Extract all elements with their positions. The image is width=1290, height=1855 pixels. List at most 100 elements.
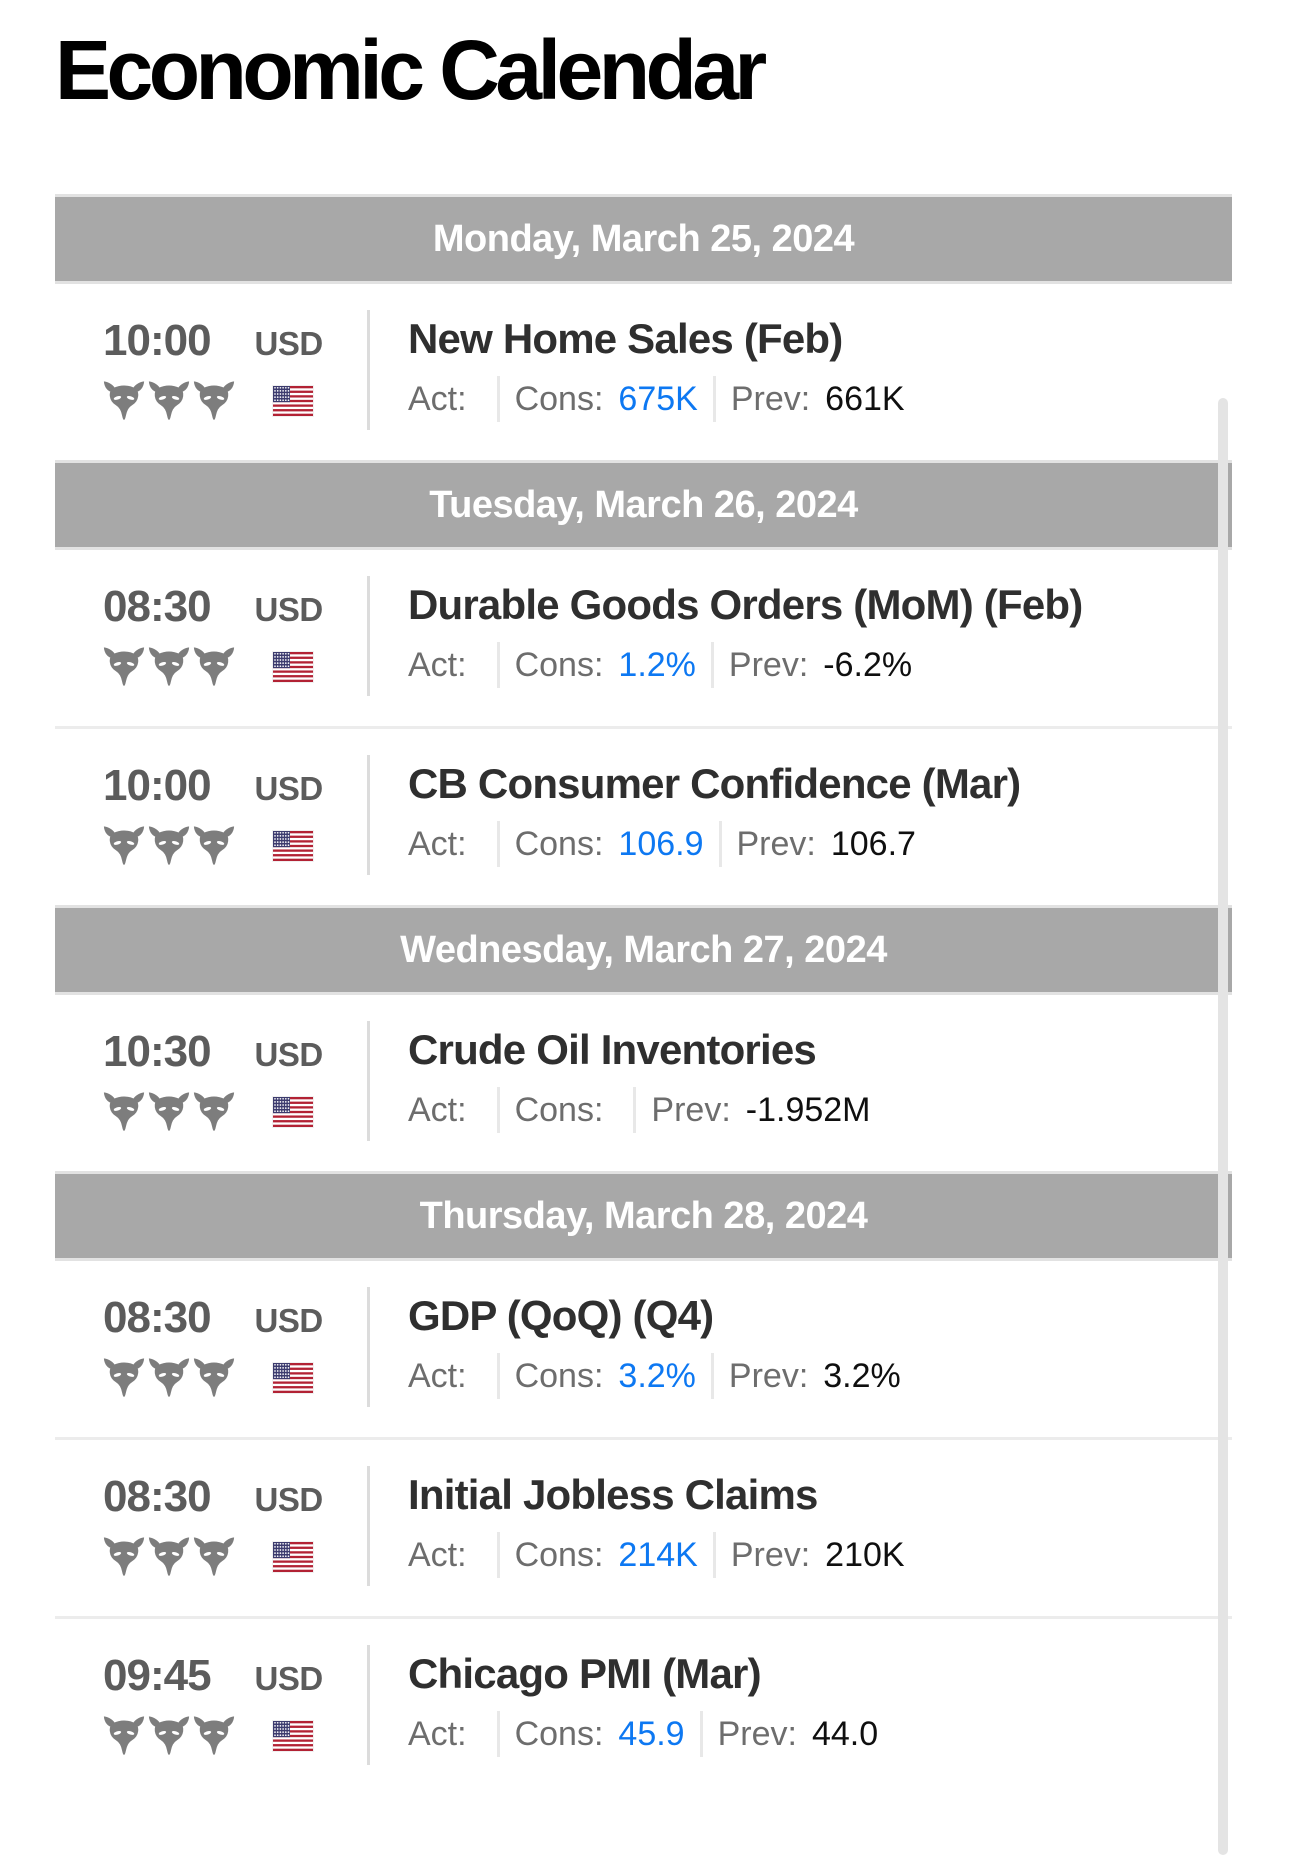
event-separator: [55, 1437, 1232, 1440]
event-values-line: Act: Cons: 45.9 Prev: 44.0: [408, 1711, 878, 1758]
day-header: Monday, March 25, 2024: [55, 194, 1232, 284]
event-time: 09:45: [103, 1651, 212, 1700]
consensus-value: 3.2%: [618, 1356, 696, 1395]
bull-icon: [193, 644, 235, 690]
event-currency: USD: [254, 1036, 324, 1073]
row-divider: [367, 755, 370, 875]
day-header-label: Tuesday, March 26, 2024: [429, 483, 858, 526]
previous-value: 3.2%: [823, 1356, 901, 1395]
event-separator: [55, 726, 1232, 729]
event-row[interactable]: 08:30 USD GDP (QoQ) (Q4) Act: Cons: 3.2%…: [55, 1261, 1232, 1437]
bull-icon: [103, 378, 145, 424]
act-label: Act:: [408, 645, 467, 684]
event-values-line: Act: Cons: 1.2% Prev: -6.2%: [408, 642, 1082, 689]
day-header: Thursday, March 28, 2024: [55, 1171, 1232, 1261]
importance-indicator: [103, 1534, 235, 1580]
prev-label: Prev:: [736, 824, 816, 863]
importance-indicator: [103, 644, 235, 690]
event-details-column: New Home Sales (Feb) Act: Cons: 675K Pre…: [370, 315, 905, 424]
act-label: Act:: [408, 379, 467, 418]
importance-indicator: [103, 823, 235, 869]
row-divider: [367, 1287, 370, 1407]
us-flag-icon: [273, 652, 313, 682]
event-meta-column: 10:30 USD: [55, 1027, 367, 1135]
event-title: CB Consumer Confidence (Mar): [408, 760, 1021, 807]
previous-value: 661K: [825, 379, 905, 418]
us-flag-icon: [273, 1097, 313, 1127]
bull-icon: [193, 1089, 235, 1135]
event-meta-column: 08:30 USD: [55, 582, 367, 690]
consensus-value: 1.2%: [618, 645, 696, 684]
bull-icon: [103, 1355, 145, 1401]
day-header: Tuesday, March 26, 2024: [55, 460, 1232, 550]
importance-indicator: [103, 1089, 235, 1135]
bull-icon: [148, 378, 190, 424]
event-row[interactable]: 10:00 USD New Home Sales (Feb) Act: Cons…: [55, 284, 1232, 460]
event-title: New Home Sales (Feb): [408, 315, 843, 362]
event-details-column: Chicago PMI (Mar) Act: Cons: 45.9 Prev: …: [370, 1650, 878, 1759]
event-time: 10:30: [103, 1027, 212, 1076]
day-header: Wednesday, March 27, 2024: [55, 905, 1232, 995]
prev-label: Prev:: [730, 379, 811, 418]
economic-calendar: Monday, March 25, 2024 10:00 USD New Hom…: [55, 194, 1232, 1795]
event-title: Durable Goods Orders (MoM) (Feb): [408, 581, 1083, 628]
day-events: 10:00 USD New Home Sales (Feb) Act: Cons…: [55, 284, 1232, 460]
cons-label: Cons:: [514, 1714, 604, 1753]
event-meta-column: 10:00 USD: [55, 761, 367, 869]
event-details-column: Durable Goods Orders (MoM) (Feb) Act: Co…: [370, 581, 1083, 690]
event-values-line: Act: Cons: 675K Prev: 661K: [408, 376, 905, 423]
day-section: Tuesday, March 26, 2024 08:30 USD Durabl…: [55, 460, 1232, 905]
event-details-column: Initial Jobless Claims Act: Cons: 214K P…: [370, 1471, 905, 1580]
field-separator: [699, 1711, 703, 1758]
event-values-line: Act: Cons: 106.9 Prev: 106.7: [408, 821, 1020, 868]
consensus-value: 45.9: [618, 1714, 685, 1753]
event-row[interactable]: 08:30 USD Durable Goods Orders (MoM) (Fe…: [55, 550, 1232, 726]
event-row[interactable]: 10:00 USD CB Consumer Confidence (Mar) A…: [55, 729, 1232, 905]
event-row[interactable]: 09:45 USD Chicago PMI (Mar) Act: Cons: 4…: [55, 1619, 1232, 1795]
event-details-column: Crude Oil Inventories Act: Cons: Prev: -…: [370, 1026, 871, 1135]
event-values-line: Act: Cons: 214K Prev: 210K: [408, 1532, 905, 1579]
day-events: 08:30 USD Durable Goods Orders (MoM) (Fe…: [55, 550, 1232, 905]
field-separator: [496, 821, 500, 868]
previous-value: 106.7: [830, 824, 916, 863]
bull-icon: [193, 1534, 235, 1580]
consensus-value: 106.9: [618, 824, 704, 863]
field-separator: [496, 376, 500, 423]
event-currency: USD: [254, 325, 324, 362]
act-label: Act:: [408, 1356, 467, 1395]
consensus-value: 675K: [618, 379, 698, 418]
field-separator: [710, 1353, 714, 1400]
scrollbar-thumb[interactable]: [1218, 398, 1228, 1855]
us-flag-icon: [273, 1363, 313, 1393]
bull-icon: [103, 1089, 145, 1135]
importance-indicator: [103, 1355, 235, 1401]
event-title: Crude Oil Inventories: [408, 1026, 817, 1073]
previous-value: 210K: [825, 1535, 905, 1574]
event-time: 08:30: [103, 582, 212, 631]
event-title: Initial Jobless Claims: [408, 1471, 818, 1518]
field-separator: [496, 642, 500, 689]
bull-icon: [193, 1355, 235, 1401]
field-separator: [633, 1087, 637, 1134]
consensus-value: 214K: [618, 1535, 698, 1574]
bull-icon: [148, 823, 190, 869]
field-separator: [712, 1532, 716, 1579]
importance-indicator: [103, 1713, 235, 1759]
cons-label: Cons:: [514, 645, 604, 684]
row-divider: [367, 576, 370, 696]
event-currency: USD: [254, 1660, 324, 1697]
prev-label: Prev:: [728, 1356, 809, 1395]
day-section: Thursday, March 28, 2024 08:30 USD GDP (…: [55, 1171, 1232, 1795]
event-row[interactable]: 10:30 USD Crude Oil Inventories Act: Con…: [55, 995, 1232, 1171]
event-row[interactable]: 08:30 USD Initial Jobless Claims Act: Co…: [55, 1440, 1232, 1616]
us-flag-icon: [273, 831, 313, 861]
importance-indicator: [103, 378, 235, 424]
row-divider: [367, 1021, 370, 1141]
day-header-label: Wednesday, March 27, 2024: [400, 928, 887, 971]
previous-value: -1.952M: [745, 1090, 871, 1129]
event-currency: USD: [254, 770, 324, 807]
bull-icon: [148, 1713, 190, 1759]
event-time: 10:00: [103, 316, 212, 365]
act-label: Act:: [408, 1535, 467, 1574]
event-currency: USD: [254, 591, 324, 628]
